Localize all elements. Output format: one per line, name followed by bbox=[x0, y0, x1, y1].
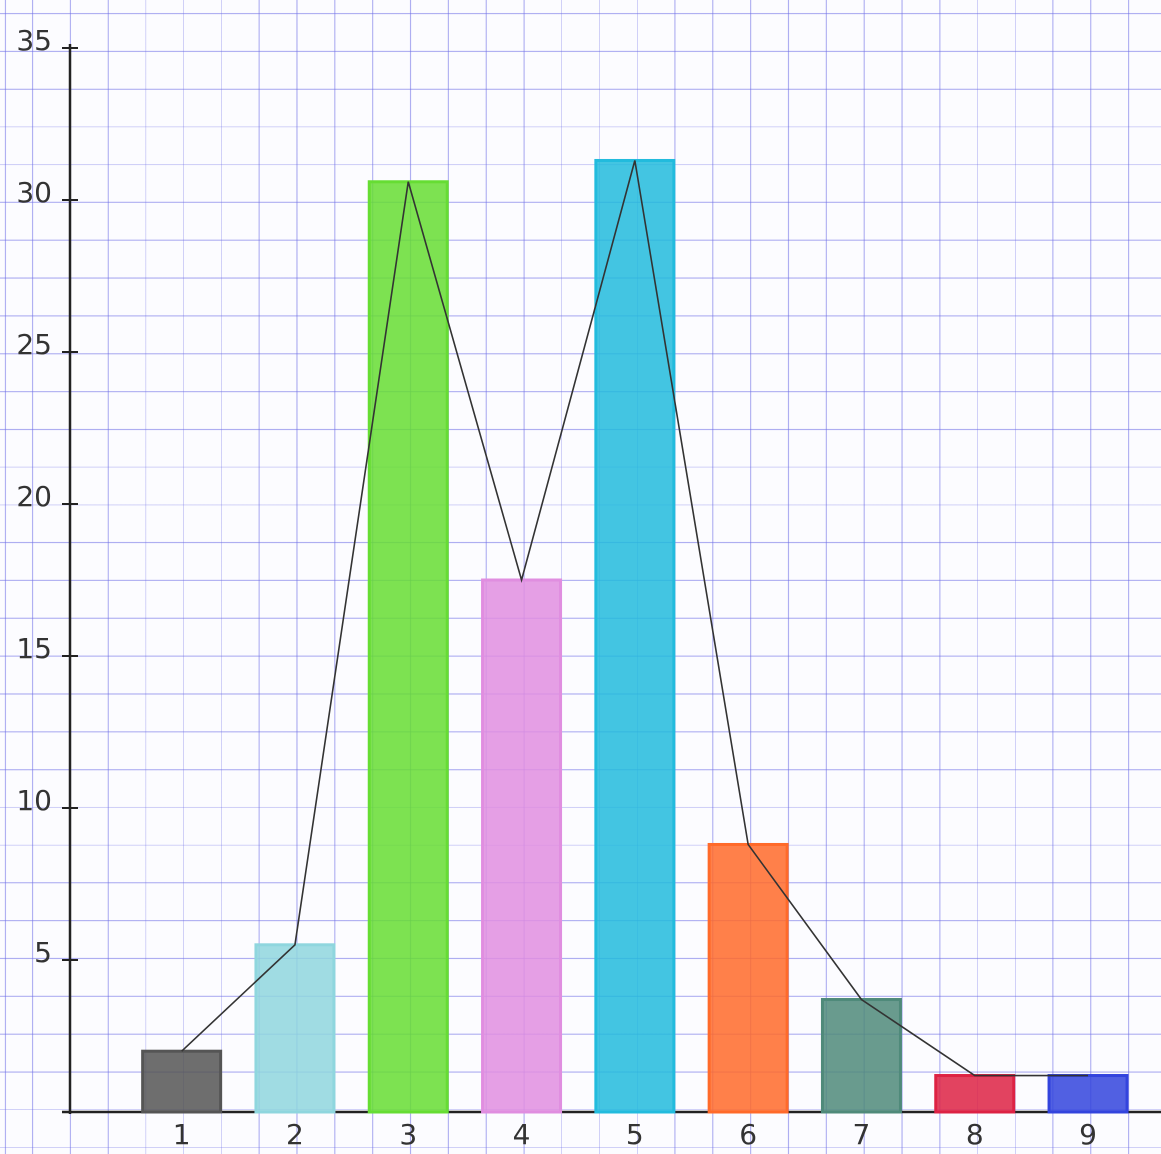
x-tick-label: 7 bbox=[853, 1118, 871, 1151]
y-tick-label: 15 bbox=[16, 632, 52, 665]
y-tick-label: 20 bbox=[16, 480, 52, 513]
x-tick-label: 3 bbox=[399, 1118, 417, 1151]
bar bbox=[822, 1000, 900, 1112]
x-tick-label: 8 bbox=[966, 1118, 984, 1151]
bar bbox=[709, 844, 787, 1112]
x-tick-label: 5 bbox=[626, 1118, 644, 1151]
bar bbox=[1049, 1076, 1127, 1112]
x-tick-label: 6 bbox=[739, 1118, 757, 1151]
graph-paper: 5 10 15 20 25 30 35 1 2 3 4 5 6 7 8 9 bbox=[0, 0, 1161, 1154]
x-tick-label: 4 bbox=[513, 1118, 531, 1151]
bar bbox=[483, 580, 561, 1112]
bar bbox=[596, 160, 674, 1112]
x-tick-label: 1 bbox=[173, 1118, 191, 1151]
y-tick-label: 30 bbox=[16, 176, 52, 209]
y-tick-label: 10 bbox=[16, 784, 52, 817]
x-tick-label: 9 bbox=[1079, 1118, 1097, 1151]
x-tick-label: 2 bbox=[286, 1118, 304, 1151]
y-tick-label: 5 bbox=[34, 936, 52, 969]
y-tick-label: 25 bbox=[16, 328, 52, 361]
y-tick-label: 35 bbox=[16, 24, 52, 57]
chart: 5 10 15 20 25 30 35 1 2 3 4 5 6 7 8 9 bbox=[0, 0, 1161, 1154]
bar bbox=[369, 182, 447, 1112]
bar bbox=[936, 1076, 1014, 1112]
bar bbox=[143, 1051, 221, 1112]
